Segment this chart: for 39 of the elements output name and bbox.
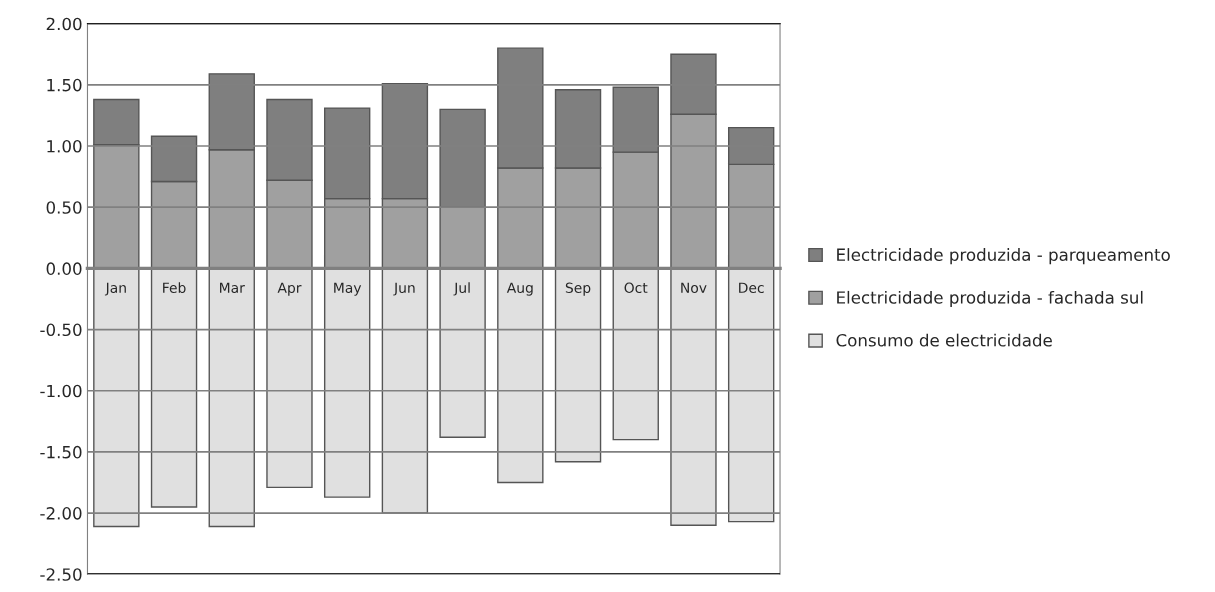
y-tick-label: 0.50 [46, 201, 82, 214]
bar [150, 267, 198, 508]
legend-label: Electricidade produzida - fachada sul [837, 290, 1143, 308]
y-tick-label: -0.50 [40, 323, 82, 337]
y-tick-label: -2.50 [40, 568, 82, 581]
legend-label: Electricidade produzida - parqueamento [837, 248, 1170, 265]
y-tick-label: 2.00 [46, 17, 82, 31]
x-tick-label: Feb [163, 282, 186, 294]
bar [208, 267, 255, 528]
bar [323, 267, 371, 498]
bar [554, 267, 602, 463]
x-tick-label: Oct [624, 282, 648, 294]
x-tick-label: Apr [277, 282, 302, 296]
bar [381, 267, 429, 514]
x-tick-label: Sep [565, 282, 591, 296]
bar [612, 267, 659, 441]
bar [266, 267, 313, 489]
x-tick-label: May [334, 282, 362, 296]
x-tick-label: Jun [393, 282, 415, 296]
y-tick-label: 0.00 [46, 262, 82, 275]
x-tick-label: Aug [506, 282, 533, 296]
x-tick-label: Jul [453, 282, 470, 296]
y-tick-label: 1.50 [47, 78, 82, 92]
bar [93, 267, 140, 528]
bar [497, 267, 544, 484]
x-tick-label: Jan [104, 282, 126, 296]
bar [93, 144, 140, 270]
y-tick-label: -1.50 [40, 445, 82, 459]
x-tick-label: Dec [739, 282, 764, 294]
y-tick-label: 1.00 [47, 139, 82, 153]
y-tick-label: -1.00 [40, 384, 82, 398]
bar [439, 206, 486, 270]
y-tick-label: -2.00 [40, 507, 82, 520]
x-tick-label: Mar [220, 282, 245, 294]
x-tick-label: Nov [681, 282, 707, 294]
legend-label: Consumo de electricidade [836, 333, 1052, 347]
bar [670, 267, 717, 526]
bar [727, 267, 775, 523]
bar [439, 267, 486, 438]
